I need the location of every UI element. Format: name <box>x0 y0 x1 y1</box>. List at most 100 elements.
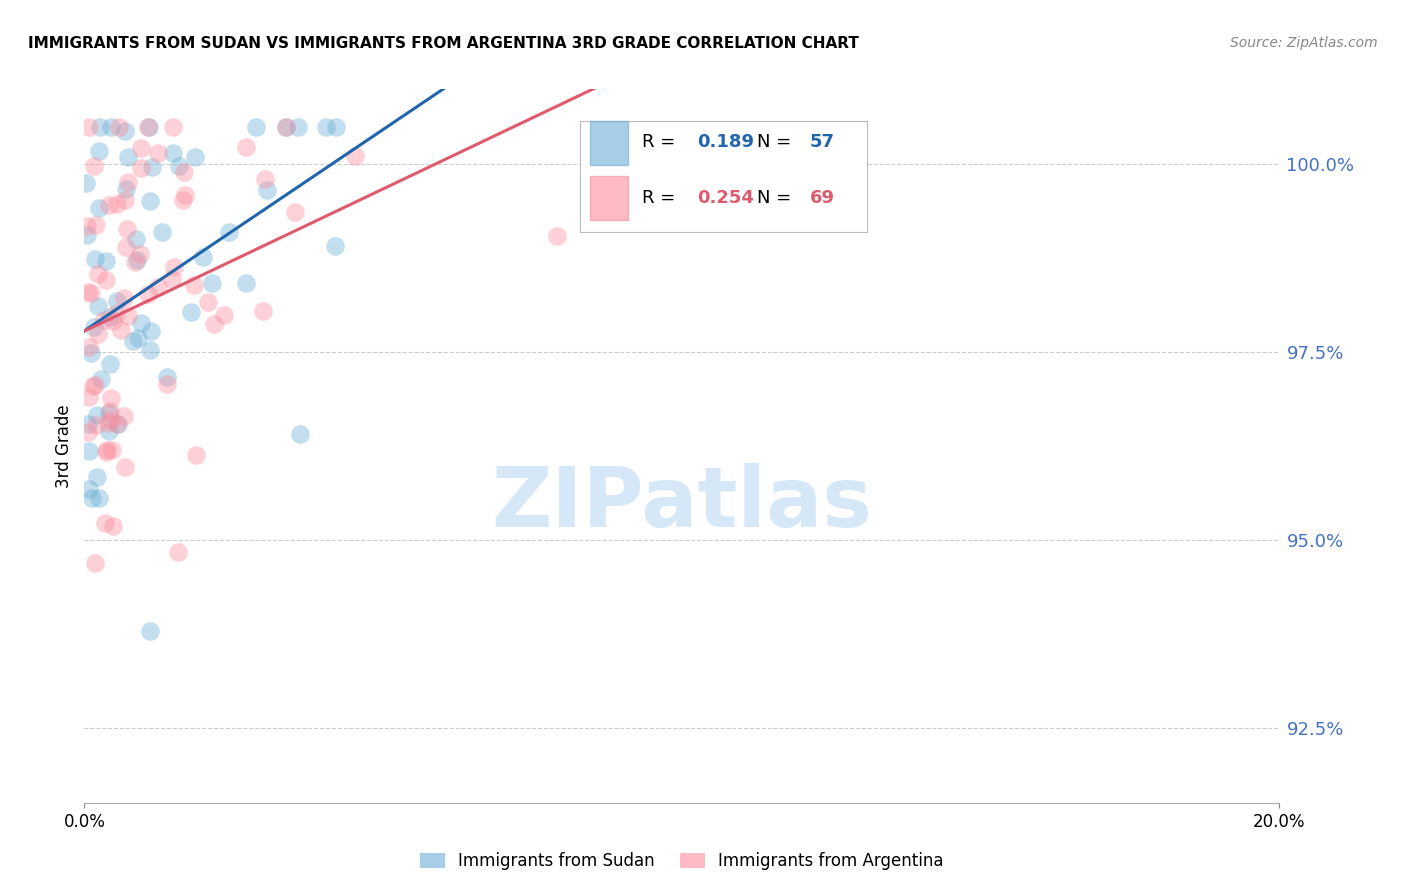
Point <box>546 229 568 244</box>
Point <box>94 273 117 287</box>
Point <box>76 219 98 234</box>
Point <box>284 204 307 219</box>
Point <box>201 277 224 291</box>
Point <box>191 250 214 264</box>
Point <box>146 145 169 160</box>
Point <box>77 390 100 404</box>
Point <box>218 225 240 239</box>
Point <box>139 343 162 358</box>
FancyBboxPatch shape <box>581 121 868 232</box>
Point <box>163 260 186 274</box>
Point <box>124 255 146 269</box>
Text: N =: N = <box>758 188 797 207</box>
Point <box>252 304 274 318</box>
Point <box>197 294 219 309</box>
Point <box>90 372 112 386</box>
Point <box>98 406 121 420</box>
Point <box>202 317 225 331</box>
Point <box>77 285 100 300</box>
Point <box>138 624 160 639</box>
Point <box>76 417 98 431</box>
Point <box>290 427 312 442</box>
Point <box>344 148 367 162</box>
Point <box>117 175 139 189</box>
Point <box>150 226 173 240</box>
Point <box>98 425 121 439</box>
Point <box>162 120 184 134</box>
Point <box>115 222 138 236</box>
Point <box>84 417 107 432</box>
Point <box>84 556 107 570</box>
Point <box>180 305 202 319</box>
Point <box>287 120 309 134</box>
Point <box>76 228 98 243</box>
Point <box>100 413 122 427</box>
Point <box>86 470 108 484</box>
Point <box>84 218 107 232</box>
Text: ZIPatlas: ZIPatlas <box>492 463 872 543</box>
Point <box>80 345 103 359</box>
Point <box>167 159 190 173</box>
Text: 0.189: 0.189 <box>697 133 755 152</box>
Point <box>98 403 121 417</box>
Text: N =: N = <box>758 133 797 152</box>
Point <box>100 310 122 324</box>
Point <box>94 516 117 530</box>
Point <box>136 120 159 134</box>
Point <box>129 247 152 261</box>
Point <box>80 491 103 506</box>
Point <box>80 285 103 300</box>
Point <box>77 120 100 134</box>
Point <box>162 145 184 160</box>
Point <box>114 460 136 475</box>
Text: 57: 57 <box>810 133 835 152</box>
Point <box>101 314 124 328</box>
Point <box>122 334 145 349</box>
Point <box>112 291 135 305</box>
Point <box>77 482 100 496</box>
Point <box>101 443 124 458</box>
Point <box>156 370 179 384</box>
FancyBboxPatch shape <box>591 121 628 165</box>
Point <box>108 120 131 134</box>
Point <box>114 124 136 138</box>
Text: R =: R = <box>643 188 682 207</box>
Point <box>173 188 195 202</box>
Point <box>94 253 117 268</box>
Point <box>325 120 347 134</box>
Point <box>274 120 297 134</box>
Point <box>100 120 122 134</box>
Point <box>138 120 160 134</box>
Point <box>183 278 205 293</box>
Point <box>87 299 110 313</box>
Point <box>97 416 120 430</box>
Point <box>84 252 107 267</box>
Point <box>93 312 115 326</box>
Point <box>212 308 235 322</box>
Point <box>77 425 100 440</box>
Point <box>86 326 108 341</box>
Point <box>274 120 297 134</box>
Point <box>105 293 128 308</box>
Point <box>129 161 152 175</box>
Point <box>115 182 138 196</box>
Point <box>167 544 190 558</box>
Point <box>82 379 104 393</box>
Point <box>323 238 346 252</box>
Point <box>115 240 138 254</box>
Point <box>125 253 148 268</box>
Point <box>136 286 159 301</box>
Text: Source: ZipAtlas.com: Source: ZipAtlas.com <box>1230 36 1378 50</box>
Point <box>127 331 149 345</box>
Point <box>183 150 205 164</box>
Legend: Immigrants from Sudan, Immigrants from Argentina: Immigrants from Sudan, Immigrants from A… <box>413 846 950 877</box>
Y-axis label: 3rd Grade: 3rd Grade <box>55 404 73 488</box>
Point <box>100 391 122 405</box>
Point <box>98 198 121 212</box>
Point <box>94 445 117 459</box>
Text: R =: R = <box>643 133 682 152</box>
Point <box>315 120 337 134</box>
Text: 0.254: 0.254 <box>697 188 755 207</box>
Point <box>83 159 105 173</box>
Point <box>87 145 110 159</box>
